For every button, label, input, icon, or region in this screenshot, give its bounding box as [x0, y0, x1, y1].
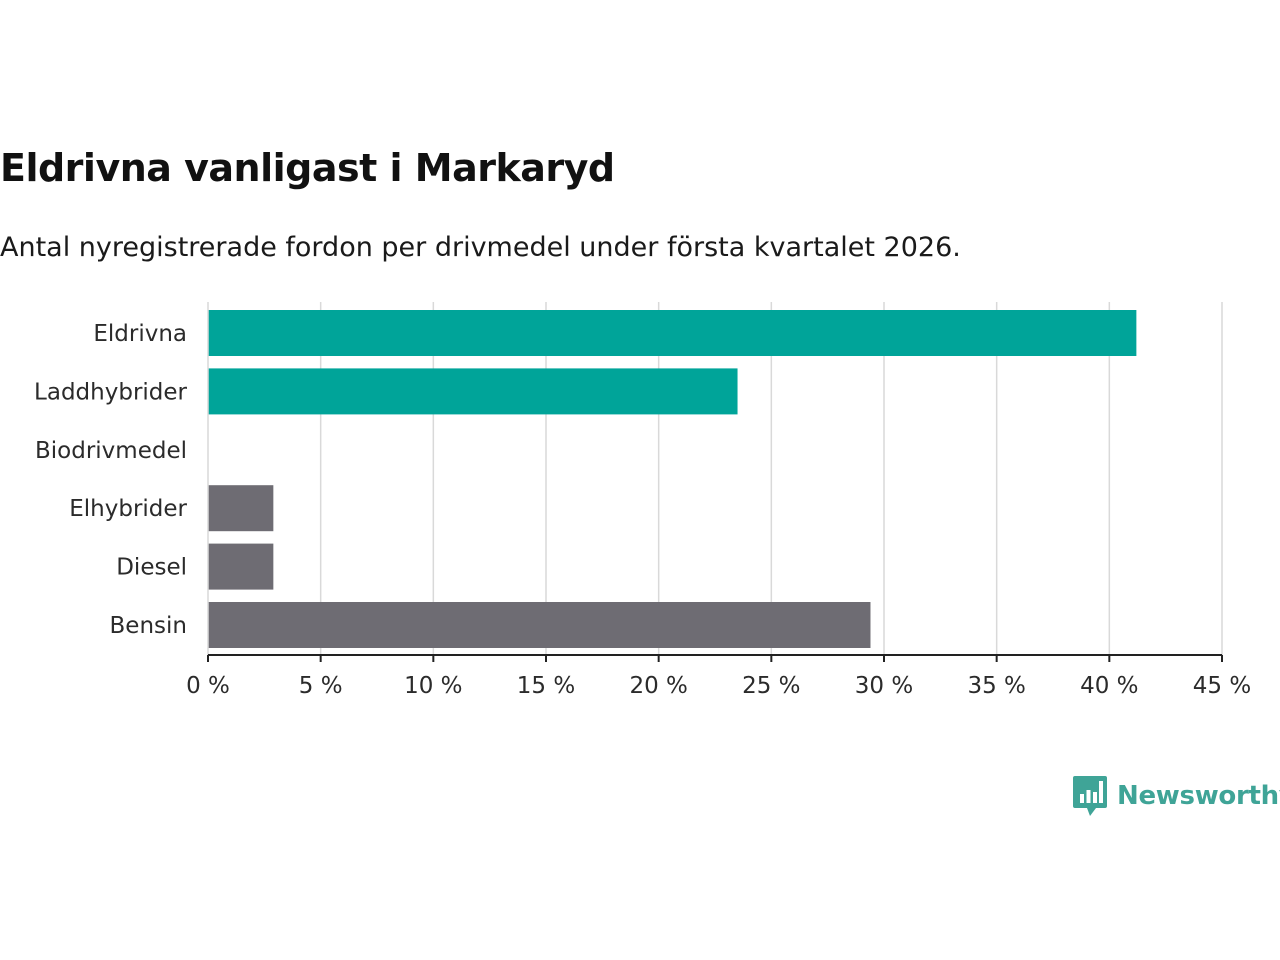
x-axis: 0 % 5 % 10 % 15 % 20 % 25 % 30 % 35 % 40 % 45 % — [186, 302, 1251, 699]
bars — [208, 310, 1137, 648]
bar-elhybrider — [208, 485, 274, 532]
brand-name: Newsworthy — [1117, 781, 1280, 811]
chart-subtitle: Antal nyregistrerade fordon per drivmede… — [0, 232, 961, 263]
category-label: Elhybrider — [69, 496, 187, 522]
bar-bensin — [208, 602, 871, 648]
chart-title: Eldrivna vanligast i Markaryd — [0, 146, 615, 190]
category-label: Eldrivna — [93, 321, 187, 347]
gridlines — [319, 302, 1223, 655]
x-tick-label: 40 % — [1080, 673, 1138, 699]
category-label: Diesel — [116, 555, 187, 581]
x-tick-label: 15 % — [517, 673, 575, 699]
newsworthy-logo-icon — [1073, 776, 1107, 816]
x-tick-label: 5 % — [299, 673, 343, 699]
category-label: Laddhybrider — [34, 379, 187, 405]
category-label: Bensin — [110, 613, 187, 639]
bar-laddhybrider — [208, 368, 738, 415]
bar-diesel — [208, 543, 274, 590]
x-tick-label: 0 % — [186, 673, 230, 699]
x-tick-label: 25 % — [742, 673, 800, 699]
bar-eldrivna — [208, 310, 1137, 356]
category-labels: Eldrivna Laddhybrider Biodrivmedel Elhybrid… — [34, 321, 187, 639]
x-tick-label: 30 % — [855, 673, 913, 699]
x-tick-label: 35 % — [967, 673, 1025, 699]
category-label: Biodrivmedel — [35, 438, 187, 464]
x-tick-label: 45 % — [1193, 673, 1251, 699]
x-tick-label: 20 % — [629, 673, 687, 699]
brand-logo: Newsworthy — [1072, 774, 1280, 818]
x-tick-label: 10 % — [404, 673, 462, 699]
